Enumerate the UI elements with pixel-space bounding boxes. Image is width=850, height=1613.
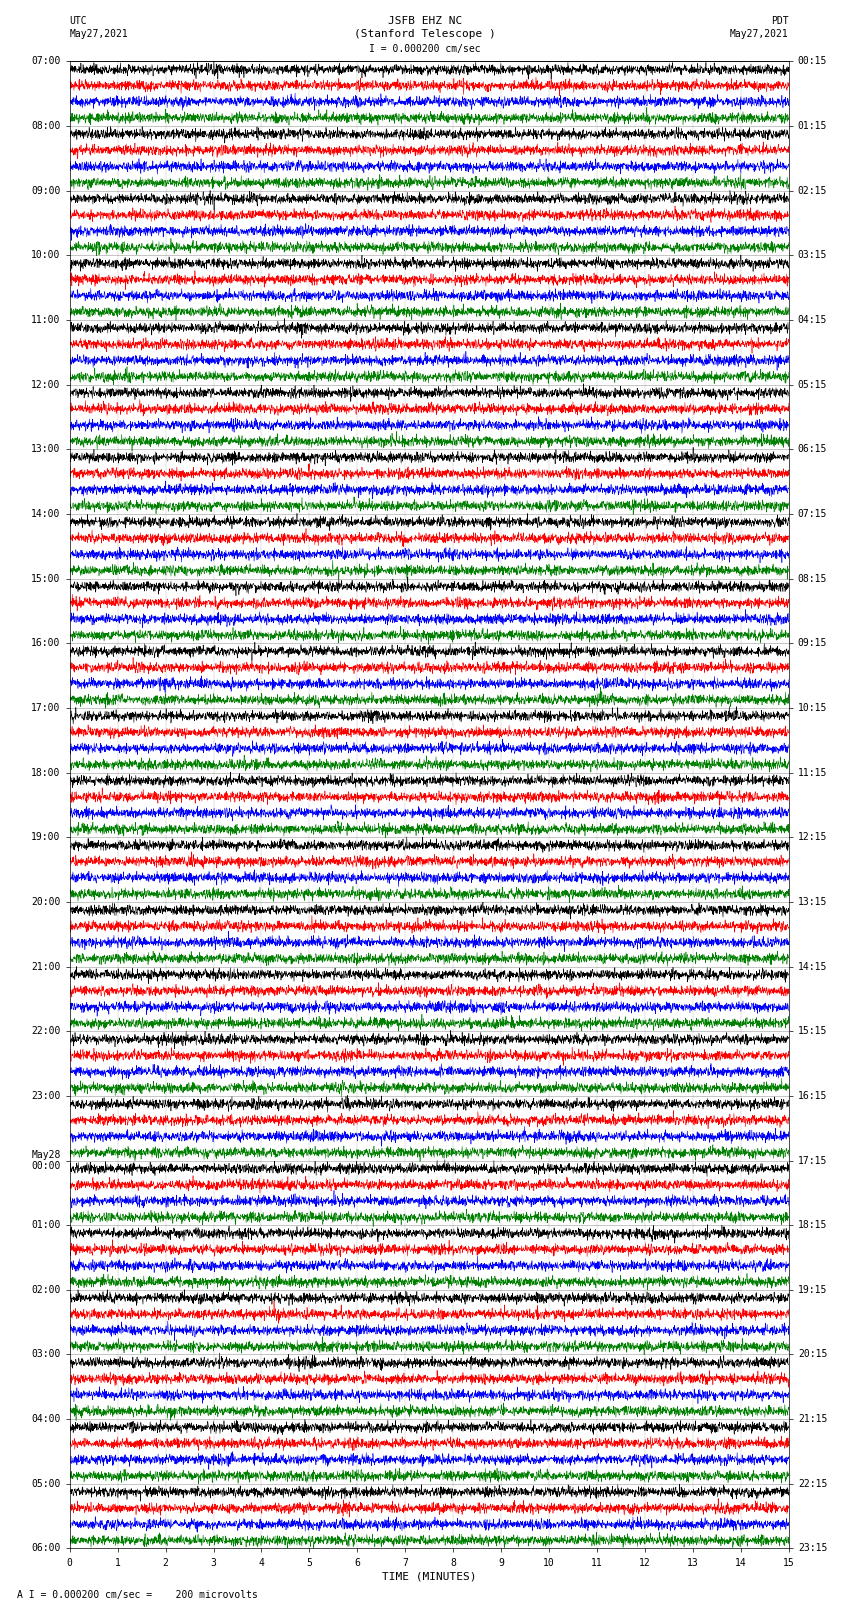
Text: I = 0.000200 cm/sec: I = 0.000200 cm/sec [369, 44, 481, 53]
Text: (Stanford Telescope ): (Stanford Telescope ) [354, 29, 496, 39]
Text: A I = 0.000200 cm/sec =    200 microvolts: A I = 0.000200 cm/sec = 200 microvolts [17, 1590, 258, 1600]
Text: UTC: UTC [70, 16, 88, 26]
Text: PDT: PDT [771, 16, 789, 26]
Text: JSFB EHZ NC: JSFB EHZ NC [388, 16, 462, 26]
X-axis label: TIME (MINUTES): TIME (MINUTES) [382, 1571, 477, 1582]
Text: May27,2021: May27,2021 [730, 29, 789, 39]
Text: May27,2021: May27,2021 [70, 29, 128, 39]
